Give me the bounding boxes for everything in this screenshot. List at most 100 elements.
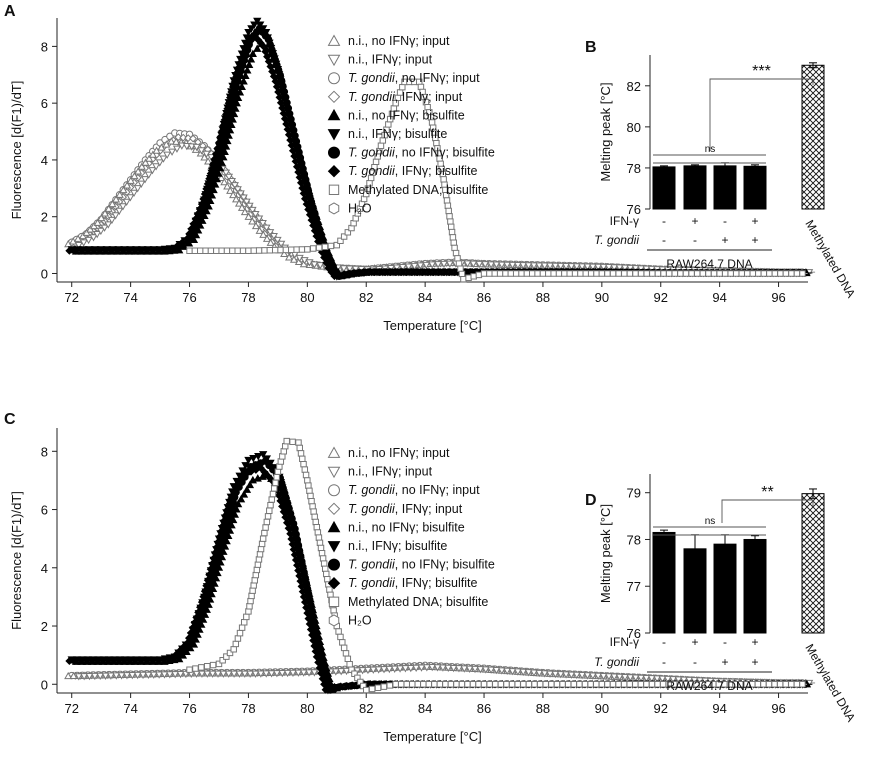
bar: [713, 543, 737, 634]
legend-label-text: Methylated DNA; bisulfite: [348, 595, 488, 609]
data-point: [202, 206, 211, 215]
data-point: [159, 155, 168, 163]
data-point: [294, 145, 303, 153]
data-point: [155, 159, 164, 167]
legend-marker: [328, 614, 340, 627]
data-point: [137, 180, 146, 188]
data-point: [576, 681, 583, 688]
data-point: [266, 49, 275, 58]
y-tick-label: 76: [627, 626, 641, 641]
data-point: [221, 142, 231, 150]
data-point: [104, 657, 113, 665]
data-point: [398, 263, 407, 272]
data-point: [536, 681, 544, 688]
y-axis-label: Fluorescence [d(F1)/dT]: [9, 81, 24, 220]
legend-marker: [327, 576, 341, 590]
data-point: [598, 681, 606, 688]
data-point: [588, 263, 597, 271]
data-point: [491, 270, 498, 277]
data-point: [219, 152, 228, 161]
data-point: [782, 681, 789, 688]
data-point: [245, 60, 254, 69]
tgondii-sign: +: [751, 233, 758, 247]
data-point: [311, 616, 320, 624]
group-label: RAW264.7 DNA: [666, 257, 752, 271]
data-point: [744, 270, 751, 277]
data-point: [82, 657, 92, 665]
x-tick-label: 96: [771, 290, 785, 305]
data-point: [304, 186, 314, 194]
data-point: [469, 681, 477, 688]
x-tick-label: 78: [241, 290, 255, 305]
data-point: [115, 207, 124, 216]
data-point: [244, 456, 253, 465]
data-point: [721, 270, 729, 277]
data-point: [211, 154, 220, 163]
data-point: [130, 657, 140, 665]
legend-label-text: , IFNγ; input: [395, 502, 463, 516]
data-point: [115, 190, 124, 198]
data-point: [588, 672, 597, 680]
data-point: [197, 670, 207, 678]
data-point: [469, 260, 478, 268]
data-point: [766, 270, 773, 277]
data-point: [385, 665, 394, 674]
data-point: [100, 209, 110, 217]
data-point: [604, 270, 611, 277]
x-tick-label: 92: [654, 290, 668, 305]
data-point: [149, 671, 158, 679]
data-point: [615, 270, 622, 277]
data-point: [262, 234, 272, 242]
data-point: [241, 462, 250, 470]
data-point: [261, 529, 268, 537]
x-tick-label: 96: [771, 701, 785, 716]
data-point: [513, 668, 522, 676]
data-point: [221, 169, 231, 177]
data-point: [203, 662, 211, 670]
data-point: [202, 247, 209, 254]
data-point: [120, 657, 129, 665]
data-point: [581, 681, 589, 688]
x-tick-label: 76: [182, 701, 196, 716]
data-point: [335, 628, 342, 635]
data-point: [295, 150, 304, 158]
data-point: [520, 681, 527, 688]
data-point: [84, 236, 93, 245]
legend-marker: [328, 184, 340, 195]
data-point: [317, 544, 325, 552]
data-point: [259, 451, 268, 459]
data-point: [436, 267, 445, 276]
data-point: [497, 681, 505, 688]
data-point: [609, 681, 617, 688]
data-point: [197, 147, 206, 155]
data-point: [782, 270, 790, 277]
data-point: [410, 262, 419, 271]
data-point: [154, 247, 163, 255]
data-point: [198, 664, 205, 671]
data-point: [165, 671, 174, 679]
bar: [743, 538, 767, 634]
data-point: [259, 535, 267, 542]
data-point: [245, 480, 255, 489]
data-point: [98, 657, 108, 665]
data-point: [300, 170, 310, 179]
data-point: [304, 669, 314, 677]
panel-C: n.i., no IFNγ; input n.i., IFNγ; input T. …: [52, 428, 816, 698]
x-tick-label: 74: [123, 701, 137, 716]
data-point: [268, 496, 275, 503]
data-point: [93, 657, 102, 665]
data-point: [191, 230, 201, 239]
data-point: [230, 670, 239, 678]
data-point: [289, 255, 299, 263]
x-axis-label: Temperature [°C]: [383, 729, 481, 744]
data-point: [348, 681, 358, 689]
data-point: [486, 681, 493, 688]
data-point: [572, 671, 581, 680]
data-point: [428, 663, 437, 672]
bar: [743, 165, 767, 210]
data-point: [253, 17, 262, 26]
data-point: [251, 211, 260, 219]
y-tick-label: 8: [41, 444, 48, 459]
data-point: [220, 147, 229, 155]
legend-label: n.i., no IFNγ; bisulfite: [348, 520, 465, 534]
